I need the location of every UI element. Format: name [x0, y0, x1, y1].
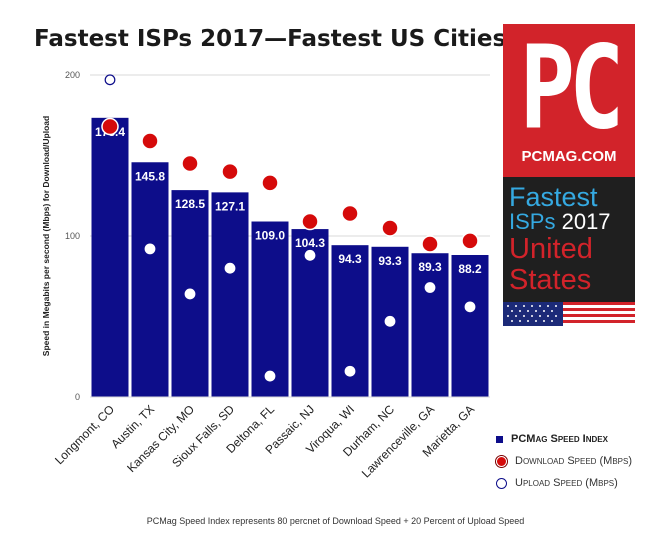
bar-value-label: 128.5 — [175, 197, 205, 211]
badge-line-fastest: Fastest — [509, 182, 598, 212]
bar — [251, 221, 289, 397]
badge-line-isps: ISPs 2017 — [509, 210, 611, 234]
pc-logo: PC — [519, 21, 625, 155]
upload-point — [344, 365, 356, 377]
badge-logo-panel: PC PCMAG.COM — [503, 24, 635, 177]
download-point — [341, 204, 359, 223]
pcmag-award-badge: PC PCMAG.COM Fastest ISPs 2017 United St… — [503, 24, 635, 326]
us-flag-icon — [503, 302, 635, 326]
x-tick-label: Lawrenceville, GA — [359, 402, 437, 480]
chart-title: Fastest ISPs 2017—Fastest US Cities — [34, 26, 507, 52]
x-tick-label: Longmont, CO — [52, 402, 117, 467]
bar-value-label: 88.2 — [458, 262, 482, 276]
y-tick-label: 0 — [75, 392, 80, 402]
bar-value-label: 109.0 — [255, 229, 285, 243]
download-point — [221, 162, 239, 181]
bar — [411, 253, 449, 397]
download-point — [301, 212, 319, 231]
badge-line-states: States — [509, 264, 592, 296]
legend-label-index: PCMag Speed Index — [511, 433, 608, 445]
chart-footnote: PCMag Speed Index represents 80 percnet … — [146, 516, 525, 526]
download-point — [141, 132, 159, 150]
download-point — [261, 174, 279, 192]
legend-item-download: Download Speed (Mbps) — [496, 450, 632, 472]
bar-value-label: 89.3 — [418, 260, 442, 274]
bar-value-label: 94.3 — [338, 252, 362, 266]
legend-item-index: PCMag Speed Index — [496, 428, 632, 450]
bar-value-label: 145.8 — [135, 169, 165, 183]
bar — [451, 254, 489, 397]
upload-point — [144, 243, 156, 255]
upload-point — [264, 370, 276, 382]
upload-point — [424, 282, 436, 293]
upload-point — [464, 301, 476, 313]
upload-point — [224, 262, 236, 274]
legend-swatch-upload — [496, 477, 507, 489]
upload-point — [384, 315, 396, 327]
bar-value-label: 93.3 — [378, 254, 402, 268]
y-tick-label: 200 — [65, 70, 80, 80]
legend-item-upload: Upload Speed (Mbps) — [496, 472, 632, 494]
badge-text-panel: Fastest ISPs 2017 United States — [503, 177, 635, 302]
upload-point — [184, 288, 196, 300]
badge-line-united: United — [509, 233, 593, 265]
download-point — [421, 235, 439, 253]
download-point — [381, 219, 399, 237]
y-axis-label: Speed in Megabits per second (Mbps) for … — [41, 116, 51, 356]
bar — [91, 117, 129, 398]
bar-value-label: 127.1 — [215, 199, 245, 213]
bar — [131, 162, 169, 397]
download-point — [181, 154, 199, 173]
badge-site-text: PCMAG.COM — [521, 148, 617, 165]
bar-value-label: 104.3 — [295, 236, 325, 250]
bar — [211, 192, 249, 397]
badge-isps-text: ISPs — [509, 209, 556, 234]
legend-label-download: Download Speed (Mbps) — [515, 455, 633, 467]
download-point — [101, 117, 119, 136]
upload-point — [104, 74, 116, 86]
legend-label-upload: Upload Speed (Mbps) — [515, 477, 618, 489]
badge-year-text: 2017 — [561, 209, 611, 234]
y-tick-label: 100 — [65, 231, 80, 241]
legend-swatch-index — [496, 435, 503, 443]
chart-legend: PCMag Speed Index Download Speed (Mbps) … — [496, 428, 632, 494]
legend-swatch-download — [496, 455, 507, 467]
download-point — [461, 232, 479, 250]
upload-point — [304, 249, 316, 261]
